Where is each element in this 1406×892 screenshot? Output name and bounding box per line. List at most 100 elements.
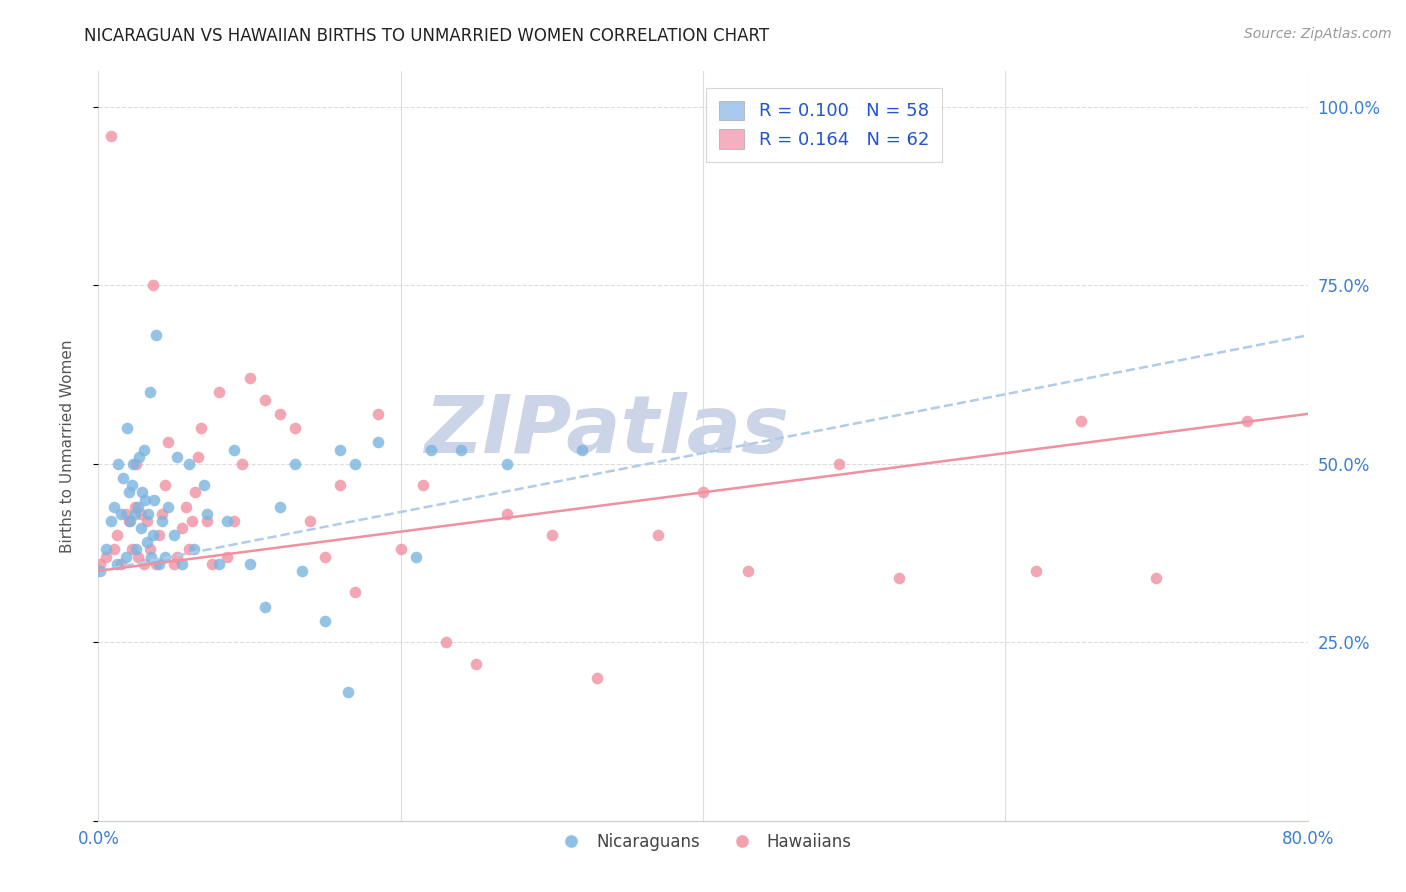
Point — [179, 542, 201, 557]
Point — [195, 514, 218, 528]
Point — [166, 450, 188, 464]
Point — [181, 514, 204, 528]
Point — [184, 485, 207, 500]
Point — [179, 457, 201, 471]
Point — [166, 549, 188, 564]
Point — [208, 385, 231, 400]
Point — [174, 500, 197, 514]
Point — [132, 557, 155, 571]
Point — [434, 635, 457, 649]
Point — [94, 549, 117, 564]
Point — [828, 457, 851, 471]
Point — [367, 407, 389, 421]
Text: Source: ZipAtlas.com: Source: ZipAtlas.com — [1244, 27, 1392, 41]
Point — [269, 500, 291, 514]
Point — [124, 500, 146, 514]
Point — [105, 528, 128, 542]
Point — [1236, 414, 1258, 428]
Point — [336, 685, 359, 699]
Point — [540, 528, 562, 542]
Text: ZIPatlas: ZIPatlas — [423, 392, 789, 470]
Point — [314, 614, 336, 628]
Point — [586, 671, 609, 685]
Point — [142, 528, 165, 542]
Point — [163, 557, 186, 571]
Point — [420, 442, 443, 457]
Point — [128, 450, 150, 464]
Point — [124, 507, 146, 521]
Point — [187, 450, 209, 464]
Point — [111, 471, 134, 485]
Y-axis label: Births to Unmarried Women: Births to Unmarried Women — [60, 339, 75, 553]
Point — [1070, 414, 1092, 428]
Point — [145, 557, 167, 571]
Point — [121, 478, 143, 492]
Point — [134, 492, 156, 507]
Point — [132, 442, 155, 457]
Point — [153, 478, 176, 492]
Point — [329, 478, 352, 492]
Point — [103, 500, 125, 514]
Point — [110, 557, 132, 571]
Point — [127, 500, 149, 514]
Point — [647, 528, 669, 542]
Point — [125, 542, 148, 557]
Point — [344, 585, 367, 599]
Point — [110, 507, 132, 521]
Legend: Nicaraguans, Hawaiians: Nicaraguans, Hawaiians — [548, 826, 858, 857]
Point — [450, 442, 472, 457]
Point — [215, 514, 238, 528]
Point — [239, 371, 262, 385]
Point — [344, 457, 367, 471]
Text: NICARAGUAN VS HAWAIIAN BIRTHS TO UNMARRIED WOMEN CORRELATION CHART: NICARAGUAN VS HAWAIIAN BIRTHS TO UNMARRI… — [84, 27, 769, 45]
Point — [183, 542, 205, 557]
Point — [889, 571, 911, 585]
Point — [231, 457, 253, 471]
Point — [153, 549, 176, 564]
Point — [208, 557, 231, 571]
Point — [89, 564, 111, 578]
Point — [145, 328, 167, 343]
Point — [156, 435, 179, 450]
Point — [737, 564, 759, 578]
Point — [224, 442, 246, 457]
Point — [121, 542, 143, 557]
Point — [367, 435, 389, 450]
Point — [135, 535, 157, 549]
Point — [103, 542, 125, 557]
Point — [299, 514, 322, 528]
Point — [135, 514, 157, 528]
Point — [120, 514, 142, 528]
Point — [131, 485, 153, 500]
Point — [129, 507, 152, 521]
Point — [118, 485, 141, 500]
Point — [163, 528, 186, 542]
Point — [89, 557, 111, 571]
Point — [253, 599, 276, 614]
Point — [692, 485, 714, 500]
Point — [114, 549, 136, 564]
Point — [329, 442, 352, 457]
Point — [100, 514, 122, 528]
Point — [107, 457, 129, 471]
Point — [405, 549, 427, 564]
Point — [314, 549, 336, 564]
Point — [142, 278, 165, 293]
Point — [150, 507, 173, 521]
Point — [139, 542, 162, 557]
Point — [127, 549, 149, 564]
Point — [170, 521, 193, 535]
Point — [389, 542, 412, 557]
Point — [129, 521, 152, 535]
Point — [122, 457, 145, 471]
Point — [141, 549, 163, 564]
Point — [115, 421, 138, 435]
Point — [105, 557, 128, 571]
Point — [412, 478, 434, 492]
Point — [118, 514, 141, 528]
Point — [136, 507, 159, 521]
Point — [94, 542, 117, 557]
Point — [465, 657, 488, 671]
Point — [100, 128, 122, 143]
Point — [239, 557, 262, 571]
